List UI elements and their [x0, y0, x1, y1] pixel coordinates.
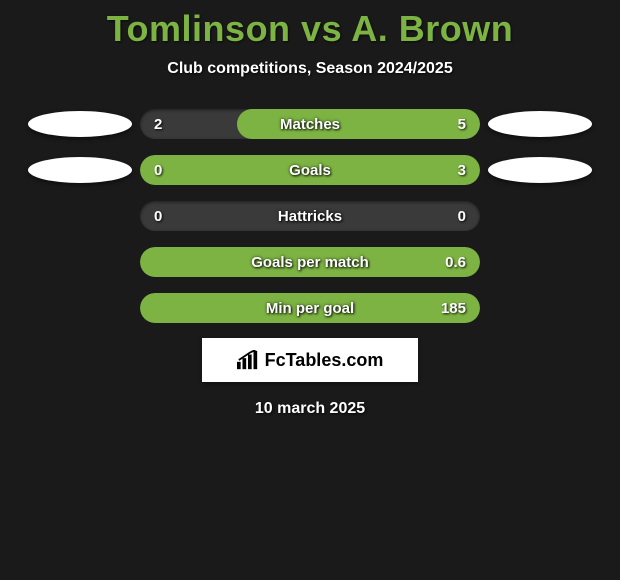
right-badge-slot	[480, 157, 600, 183]
stat-label: Hattricks	[140, 201, 480, 231]
right-badge-slot	[480, 295, 600, 321]
brand-text: FcTables.com	[265, 350, 384, 371]
stat-label: Min per goal	[140, 293, 480, 323]
right-badge-slot	[480, 249, 600, 275]
stat-row: 2Matches5	[0, 108, 620, 140]
left-badge-slot	[20, 111, 140, 137]
stat-value-right: 3	[458, 155, 466, 185]
player-badge-right	[488, 157, 592, 183]
date-text: 10 march 2025	[0, 400, 620, 418]
stat-bar: Min per goal185	[140, 293, 480, 323]
stat-bar: 0Goals3	[140, 155, 480, 185]
stat-bar: 2Matches5	[140, 109, 480, 139]
right-badge-slot	[480, 111, 600, 137]
left-badge-slot	[20, 157, 140, 183]
stat-label: Goals	[140, 155, 480, 185]
stat-row: 0Hattricks0	[0, 200, 620, 232]
chart-icon	[237, 350, 259, 370]
subtitle: Club competitions, Season 2024/2025	[0, 60, 620, 78]
stat-value-right: 5	[458, 109, 466, 139]
player-badge-right	[488, 111, 592, 137]
left-badge-slot	[20, 295, 140, 321]
stat-bar: 0Hattricks0	[140, 201, 480, 231]
stat-row: 0Goals3	[0, 154, 620, 186]
player-badge-left	[28, 157, 132, 183]
left-badge-slot	[20, 249, 140, 275]
stat-label: Goals per match	[140, 247, 480, 277]
player-badge-left	[28, 111, 132, 137]
left-badge-slot	[20, 203, 140, 229]
stat-label: Matches	[140, 109, 480, 139]
stat-row: Goals per match0.6	[0, 246, 620, 278]
page-title: Tomlinson vs A. Brown	[0, 0, 620, 50]
stat-value-right: 185	[441, 293, 466, 323]
stat-value-right: 0	[458, 201, 466, 231]
right-badge-slot	[480, 203, 600, 229]
stat-value-right: 0.6	[445, 247, 466, 277]
stat-row: Min per goal185	[0, 292, 620, 324]
brand-box: FcTables.com	[202, 338, 418, 382]
stat-bar: Goals per match0.6	[140, 247, 480, 277]
comparison-rows: 2Matches50Goals30Hattricks0Goals per mat…	[0, 108, 620, 324]
